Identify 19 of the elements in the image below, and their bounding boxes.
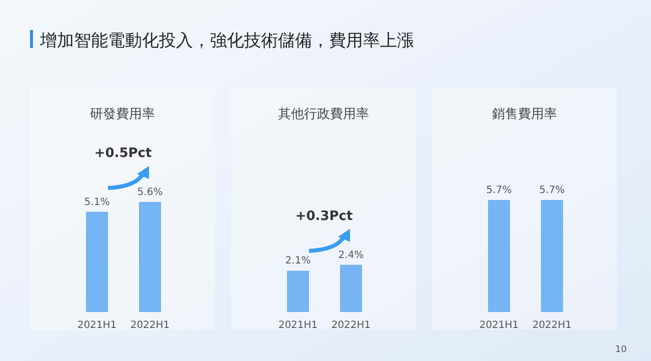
data-label: 2.1% (285, 256, 311, 267)
text: +0.3Pct (295, 208, 353, 224)
data-label: 5.7% (486, 185, 512, 196)
x-tick-label: 2021H1 (77, 320, 117, 331)
text: +0.5Pct (94, 146, 152, 161)
data-label: 2.4% (338, 250, 364, 261)
x-tick-label: 2021H1 (278, 320, 318, 331)
text: 10 (615, 345, 627, 355)
chart-title: 銷售費用率 (492, 106, 557, 122)
data-label: 5.6% (137, 186, 163, 198)
x-tick-label: 2022H1 (532, 320, 572, 331)
data-label: 5.7% (539, 185, 565, 196)
data-label: 5.1% (84, 196, 110, 208)
chart-title: 研發費用率 (90, 106, 155, 122)
chart-title: 其他行政費用率 (278, 106, 369, 122)
x-tick-label: 2022H1 (130, 320, 170, 331)
x-tick-label: 2021H1 (479, 320, 519, 331)
text: 增加智能電動化投入，強化技術儲備，費用率上漲 (39, 31, 414, 51)
x-tick-label: 2022H1 (331, 320, 371, 331)
